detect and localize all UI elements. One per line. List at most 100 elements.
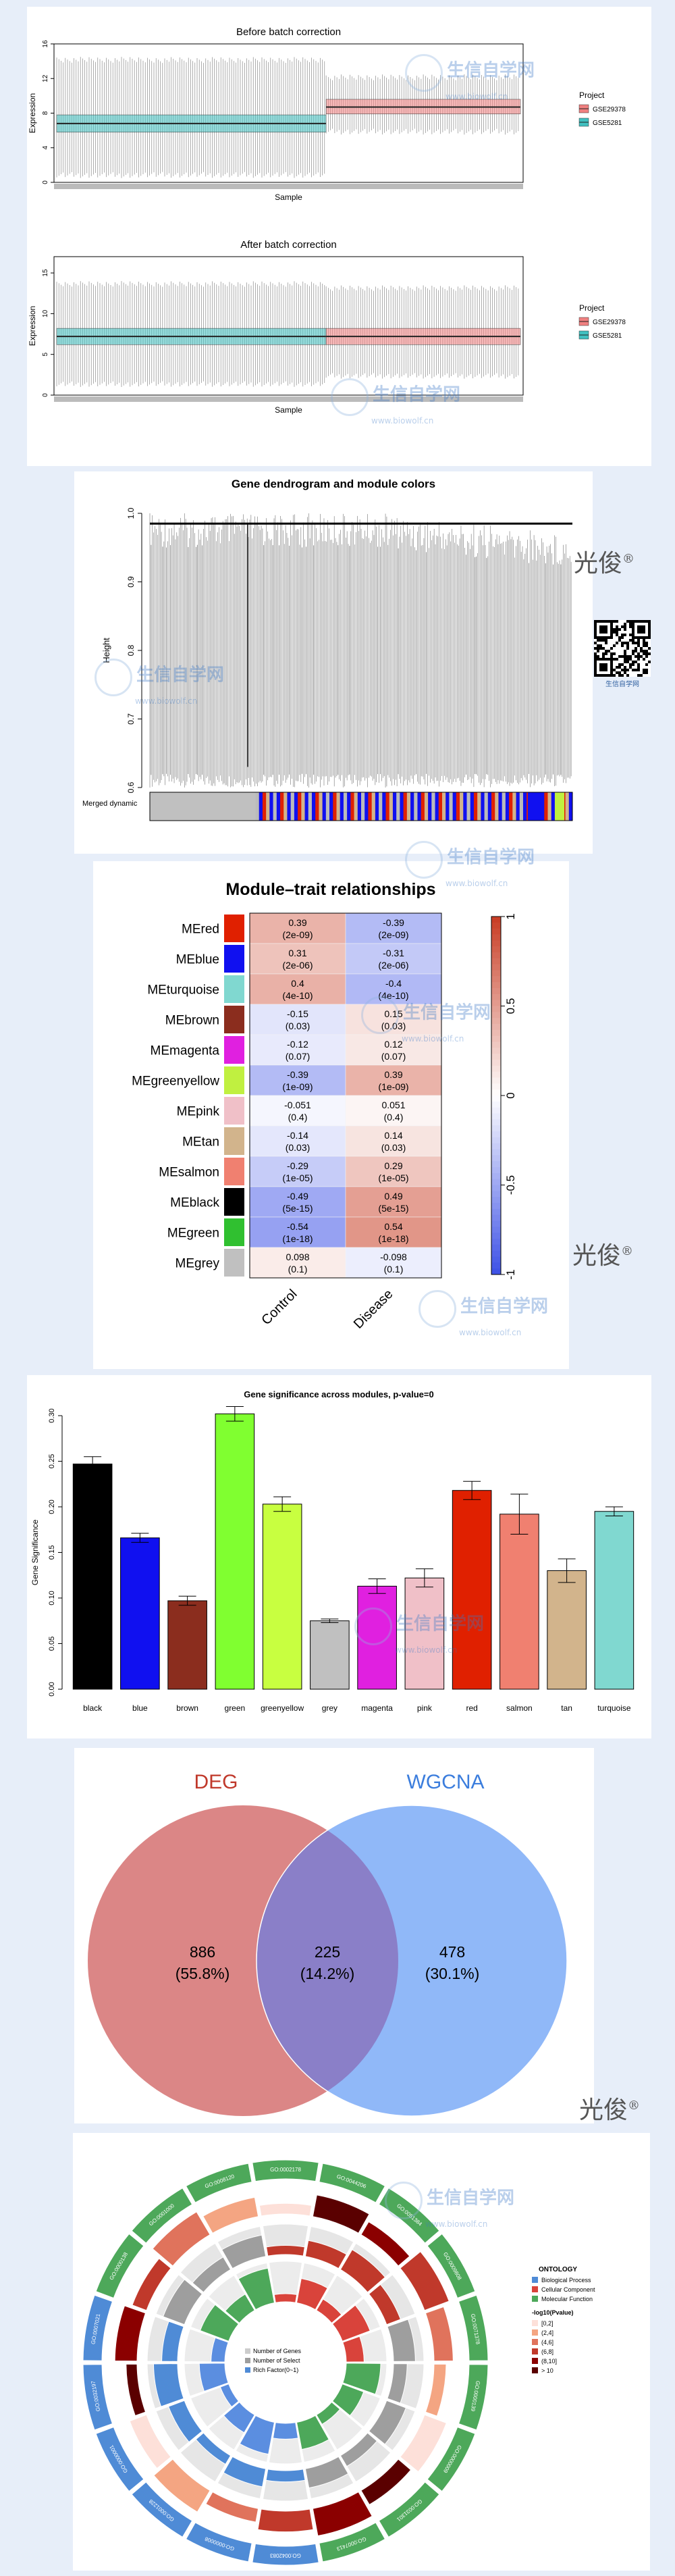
- module-color-strip: [178, 792, 182, 821]
- intersection-count: 225: [315, 1943, 340, 1961]
- color-scale-step: [491, 1268, 501, 1275]
- module-color-strip: [157, 792, 161, 821]
- module-color-swatch: [224, 1097, 244, 1125]
- qr-module: [610, 671, 613, 674]
- pvalue-legend-label: (2,4]: [541, 2329, 554, 2336]
- qr-module: [626, 642, 629, 644]
- go-circos-chart: GO:0002178GO:0044206GO:0051384GO:0009808…: [82, 2159, 595, 2566]
- ontology-segment: [82, 2294, 113, 2361]
- pvalue-bar: [152, 2211, 211, 2267]
- qr-module: [632, 620, 634, 623]
- qr-module: [608, 620, 610, 623]
- qr-module: [610, 658, 613, 661]
- module-color-strip: [565, 792, 570, 821]
- color-scale-step: [491, 1173, 501, 1180]
- qr-module: [618, 666, 621, 669]
- bar-red: [452, 1490, 492, 1690]
- heatmap-cell-pvalue: (2e-06): [378, 960, 408, 971]
- qr-module: [637, 628, 640, 631]
- y-axis-label: Expression: [28, 306, 37, 346]
- qr-module: [599, 631, 602, 634]
- rich-factor-bar: [273, 2293, 298, 2303]
- heatmap-cell-pvalue: (0.1): [288, 1264, 308, 1274]
- qr-module: [624, 655, 626, 658]
- color-scale-step: [491, 1244, 501, 1252]
- select-count-bar: [266, 2245, 305, 2257]
- qr-module: [602, 652, 605, 655]
- chart-title: Gene significance across modules, p-valu…: [244, 1389, 433, 1399]
- module-color-strip: [153, 792, 157, 821]
- qr-module: [643, 628, 645, 631]
- go-term-label: GO:0002178: [270, 2167, 301, 2173]
- module-color-strip: [269, 792, 273, 821]
- qr-module: [624, 625, 626, 628]
- qr-module: [594, 663, 597, 666]
- module-color-strip: [280, 792, 284, 821]
- module-color-strip: [301, 792, 305, 821]
- qr-module: [597, 639, 599, 642]
- ontology-segment: [458, 2294, 489, 2361]
- pvalue-bar: [205, 2491, 259, 2523]
- qr-module: [648, 623, 651, 625]
- qr-module: [618, 628, 621, 631]
- rich-factor-bar: [223, 2401, 255, 2433]
- qr-module: [599, 658, 602, 661]
- module-color-strip: [322, 792, 327, 821]
- qr-module: [629, 655, 632, 658]
- heatmap-cell-pvalue: (5e-15): [378, 1203, 408, 1214]
- qr-module: [637, 669, 640, 671]
- bar-magenta: [357, 1585, 397, 1690]
- color-scale-step: [491, 952, 501, 959]
- ontology-segment: [319, 2163, 386, 2203]
- qr-module: [624, 658, 626, 661]
- qr-module: [632, 628, 634, 631]
- qr-module: [632, 663, 634, 666]
- pvalue-bar: [400, 2414, 448, 2473]
- heatmap-cell-value: 0.12: [384, 1039, 402, 1050]
- qr-module: [626, 658, 629, 661]
- module-color-strip: [329, 792, 333, 821]
- heatmap-cell-pvalue: (0.07): [286, 1051, 310, 1062]
- module-color-strip: [266, 792, 270, 821]
- heatmap-cell-value: -0.4: [385, 978, 402, 989]
- color-scale-step: [491, 1214, 501, 1221]
- y-tick-label: 15: [42, 269, 49, 277]
- go-term-label: GO:0042083: [270, 2552, 301, 2558]
- batch-correction-chart: Before batch correction 0 4 8 12 16 Expression…: [28, 26, 626, 415]
- heatmap-cell-value: 0.39: [384, 1069, 402, 1080]
- color-scale-step: [491, 1256, 501, 1263]
- qr-module: [599, 666, 602, 669]
- qr-module: [626, 655, 629, 658]
- module-color-strip: [385, 792, 390, 821]
- color-scale-step: [491, 1101, 501, 1108]
- module-color-strip: [336, 792, 341, 821]
- module-label: MEbrown: [165, 1014, 219, 1028]
- heatmap-cell: [345, 1064, 442, 1096]
- heatmap-cell: [345, 1095, 442, 1127]
- qr-module: [610, 623, 613, 625]
- qr-module: [597, 674, 599, 677]
- y-tick-label: 0.6: [126, 781, 136, 793]
- ontology-segment: [252, 2159, 319, 2182]
- qr-module: [640, 628, 643, 631]
- y-tick-label: 0.25: [48, 1454, 56, 1468]
- qr-module: [597, 658, 599, 661]
- category-label: black: [83, 1703, 103, 1713]
- center-legend-swatch: [245, 2367, 250, 2373]
- qr-module: [626, 674, 629, 677]
- qr-module: [648, 636, 651, 639]
- heatmap-cell: [249, 1064, 346, 1096]
- y-tick-label: 0.10: [48, 1591, 56, 1605]
- module-color-strip: [491, 792, 495, 821]
- module-color-strip: [417, 792, 422, 821]
- module-color-strip: [400, 792, 404, 821]
- select-count-bar: [340, 2432, 378, 2467]
- qr-module: [616, 666, 618, 669]
- color-scale-step: [491, 1060, 501, 1066]
- module-color-strip: [502, 792, 506, 821]
- qr-module: [632, 639, 634, 642]
- scale-tick-label: 0: [504, 1092, 517, 1098]
- chart-title: Before batch correction: [236, 26, 341, 38]
- module-color-strip: [435, 792, 439, 821]
